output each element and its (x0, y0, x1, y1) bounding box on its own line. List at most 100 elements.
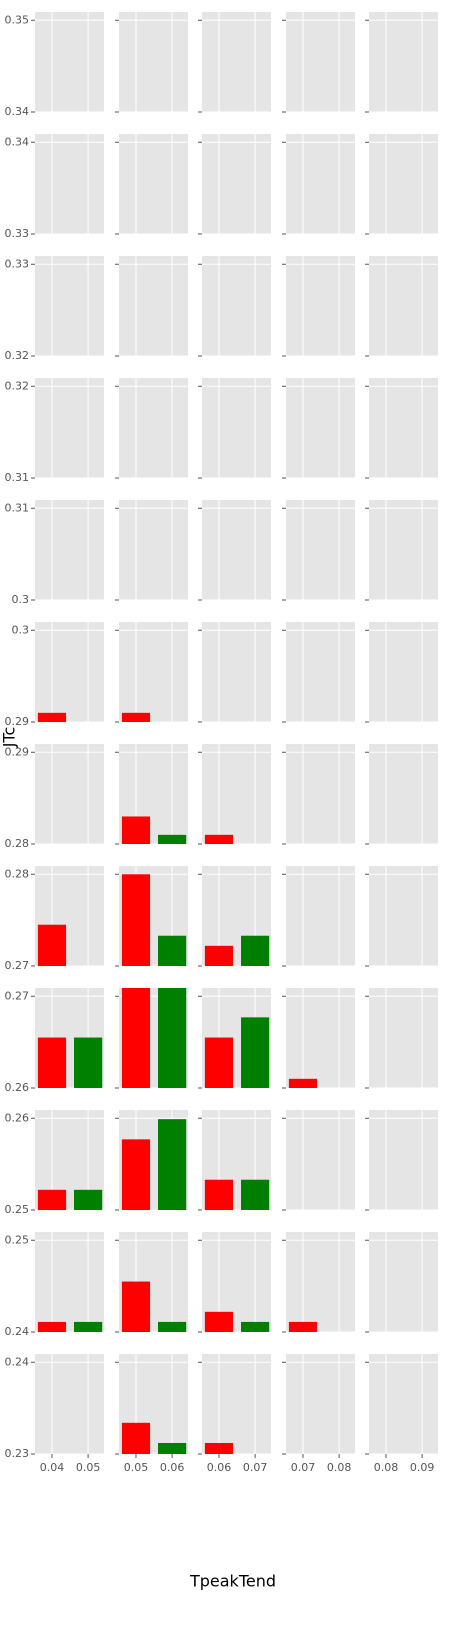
y-tick-label: 0.29 (5, 715, 30, 728)
panel (202, 12, 271, 112)
bar (121, 874, 151, 966)
bar (121, 1281, 151, 1332)
panel (35, 1354, 104, 1454)
panel (119, 500, 188, 600)
panel (35, 256, 104, 356)
panel (286, 988, 355, 1088)
bar (241, 1321, 270, 1332)
y-tick-label: 0.34 (5, 135, 30, 148)
x-tick-label: 0.04 (40, 1461, 65, 1474)
x-tick-label: 0.06 (207, 1461, 232, 1474)
bar (158, 935, 187, 966)
panel (35, 744, 104, 844)
y-tick-label: 0.28 (5, 867, 30, 880)
bar (241, 1179, 270, 1210)
bar (204, 834, 234, 844)
y-tick-label: 0.27 (5, 989, 30, 1002)
x-tick-label: 0.08 (374, 1461, 399, 1474)
y-tick-label: 0.35 (5, 13, 30, 26)
panel (202, 378, 271, 478)
y-tick-label: 0.24 (5, 1355, 30, 1368)
y-tick-label: 0.3 (12, 593, 30, 606)
panel (286, 622, 355, 722)
bar (37, 1189, 67, 1210)
bar (204, 945, 234, 966)
panel (286, 1354, 355, 1454)
y-tick-label: 0.23 (5, 1447, 30, 1460)
panel (369, 1232, 438, 1332)
y-axis-title: JTc (0, 727, 19, 749)
panel (369, 988, 438, 1088)
bar (37, 1037, 67, 1088)
y-tick-label: 0.34 (5, 105, 30, 118)
bar (288, 1321, 318, 1332)
y-tick-label: 0.25 (5, 1233, 30, 1246)
y-tick-label: 0.31 (5, 501, 30, 514)
panel (369, 866, 438, 966)
panel (35, 1232, 104, 1332)
panel (202, 622, 271, 722)
panel (35, 12, 104, 112)
panel (369, 744, 438, 844)
panel (35, 500, 104, 600)
bar (158, 1442, 187, 1454)
y-tick-label: 0.31 (5, 471, 30, 484)
bar (74, 1321, 103, 1332)
x-tick-label: 0.05 (124, 1461, 149, 1474)
bar (74, 1189, 103, 1210)
x-tick-label: 0.07 (291, 1461, 316, 1474)
bar (204, 1037, 234, 1088)
panel (119, 622, 188, 722)
bar (204, 1442, 234, 1454)
y-tick-label: 0.3 (12, 623, 30, 636)
bar (158, 1321, 187, 1332)
panel (286, 866, 355, 966)
panel (369, 622, 438, 722)
bar (241, 935, 270, 966)
panel (286, 256, 355, 356)
panel (35, 622, 104, 722)
bar (204, 1311, 234, 1332)
panel (202, 744, 271, 844)
panel (202, 256, 271, 356)
y-tick-label: 0.29 (5, 745, 30, 758)
bar (37, 1321, 67, 1332)
bar (121, 1422, 151, 1454)
bar (158, 834, 187, 844)
bar (158, 988, 187, 1088)
panel (369, 134, 438, 234)
y-tick-label: 0.25 (5, 1203, 30, 1216)
y-tick-label: 0.32 (5, 379, 30, 392)
panel (286, 744, 355, 844)
panel (286, 1110, 355, 1210)
bar (37, 712, 67, 722)
y-tick-label: 0.33 (5, 227, 30, 240)
bar (288, 1078, 318, 1088)
x-tick-label: 0.08 (327, 1461, 352, 1474)
panel (35, 134, 104, 234)
panel (202, 134, 271, 234)
y-tick-label: 0.32 (5, 349, 30, 362)
bar (241, 1017, 270, 1088)
bar (37, 924, 67, 966)
panel (369, 1110, 438, 1210)
bar (121, 1139, 151, 1210)
panel (369, 500, 438, 600)
panel (369, 256, 438, 356)
panel (369, 1354, 438, 1454)
panel (369, 12, 438, 112)
x-tick-label: 0.09 (410, 1461, 435, 1474)
bar (121, 988, 151, 1088)
panel (286, 12, 355, 112)
panel (119, 256, 188, 356)
panel (119, 12, 188, 112)
y-tick-label: 0.24 (5, 1325, 30, 1338)
panel (286, 500, 355, 600)
panel (202, 500, 271, 600)
y-tick-label: 0.28 (5, 837, 30, 850)
panel (119, 378, 188, 478)
panel (286, 378, 355, 478)
y-tick-label: 0.33 (5, 257, 30, 270)
bar (121, 712, 151, 722)
